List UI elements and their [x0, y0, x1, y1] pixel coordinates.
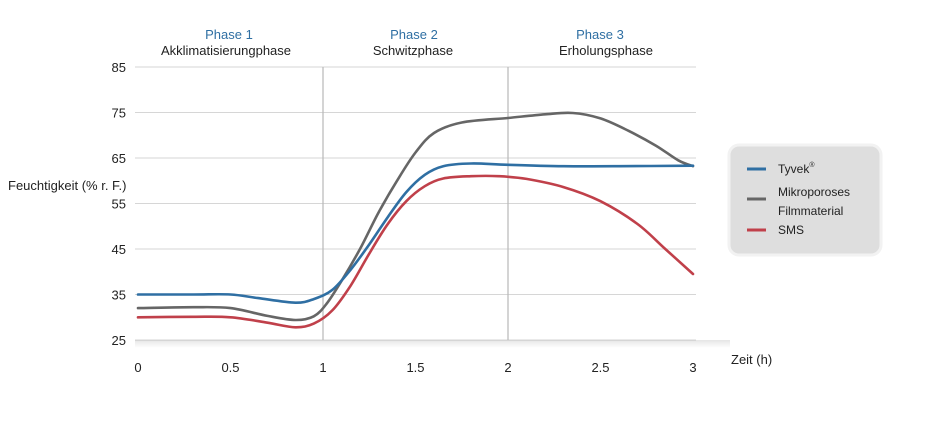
phase-2-name: Schwitzphase: [373, 43, 453, 58]
y-tick-layer: 85 75 65 55 45 35 25: [112, 60, 126, 348]
y-tick-label-45: 45: [112, 242, 126, 257]
x-tick-label-3: 3: [689, 360, 696, 375]
x-tick-label-1_5: 1.5: [406, 360, 424, 375]
series-line-sms: [136, 174, 695, 329]
y-tick-label-65: 65: [112, 151, 126, 166]
x-tick-label-2: 2: [504, 360, 511, 375]
phase-1-number: Phase 1: [205, 27, 253, 42]
x-tick-label-1: 1: [319, 360, 326, 375]
x-axis-label: Zeit (h): [731, 352, 772, 367]
y-tick-label-55: 55: [112, 197, 126, 212]
x-tick-layer: 0 0.5 1 1.5 2 2.5 3: [134, 360, 696, 375]
phase-3-name: Erholungsphase: [559, 43, 653, 58]
legend-label-tyvek: Tyvek®: [778, 161, 815, 176]
legend: Tyvek® Mikroporoses Filmmaterial SMS: [727, 143, 883, 257]
x-tick-label-2_5: 2.5: [591, 360, 609, 375]
y-tick-label-75: 75: [112, 106, 126, 121]
legend-label-tyvek-sup: ®: [809, 161, 815, 169]
legend-box: [727, 143, 883, 257]
phase-2-number: Phase 2: [390, 27, 438, 42]
series-line-mikroporoses-filmmaterial: [136, 111, 695, 322]
y-tick-label-85: 85: [112, 60, 126, 75]
legend-label-tyvek-text: Tyvek: [778, 162, 810, 176]
x-tick-label-0_5: 0.5: [221, 360, 239, 375]
plot-floor-shadow: [135, 340, 730, 348]
y-tick-label-25: 25: [112, 333, 126, 348]
series-line-tyvek: [136, 162, 695, 305]
legend-label-sms: SMS: [778, 223, 804, 237]
y-tick-label-35: 35: [112, 288, 126, 303]
legend-label-film-line2: Filmmaterial: [778, 204, 843, 218]
grid-layer: [135, 66, 696, 341]
phase-3-number: Phase 3: [576, 27, 624, 42]
x-tick-label-0: 0: [134, 360, 141, 375]
phase-1-name: Akklimatisierungphase: [161, 43, 291, 58]
series-layer: [136, 111, 695, 329]
legend-label-film-line1: Mikroporoses: [778, 185, 850, 199]
y-axis-label: Feuchtigkeit (% r. F.): [8, 178, 126, 193]
